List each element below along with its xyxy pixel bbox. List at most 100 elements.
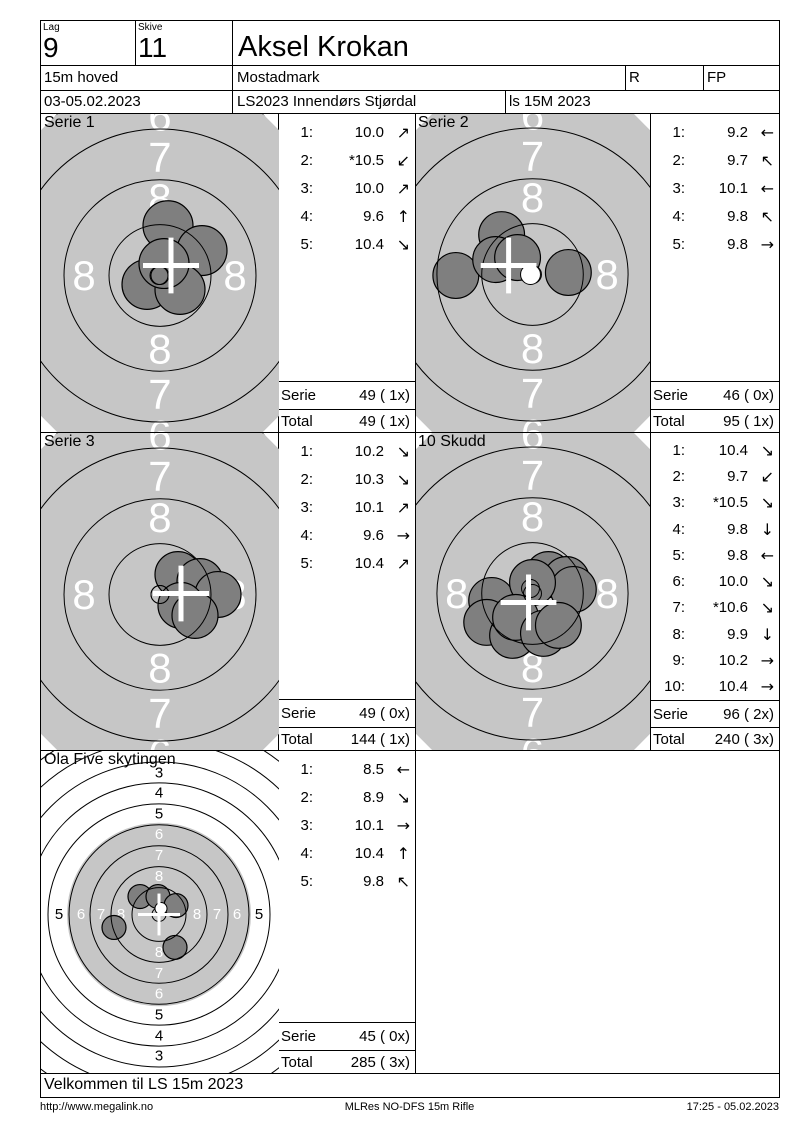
- grid-line: [779, 20, 780, 1097]
- shot-row: 5: 9.8 ←: [651, 542, 779, 568]
- sum-label: Total: [653, 412, 685, 430]
- shot-number: 3:: [300, 816, 313, 834]
- shot-row: 5: 10.4 ↘: [279, 230, 415, 258]
- shot-value: 10.2: [354, 442, 384, 460]
- skive-value: 11: [138, 33, 168, 63]
- shot-value: 10.2: [718, 652, 748, 670]
- grid-line: [232, 20, 233, 113]
- panel-title-serie2: Serie 2: [418, 114, 469, 131]
- shot-value: *10.5: [712, 494, 748, 512]
- shot-row: 2: 9.7 ↙: [651, 463, 779, 489]
- total-row: Total 49 ( 1x): [279, 409, 415, 432]
- shooter-name: Aksel Krokan: [238, 31, 409, 63]
- shot-value: 10.4: [718, 678, 748, 696]
- class-fp: FP: [707, 69, 727, 86]
- shot-value: 9.8: [727, 207, 748, 225]
- shot-number: 2:: [300, 788, 313, 806]
- ring-circle: [108, 543, 212, 646]
- shot-value: 9.6: [363, 526, 384, 544]
- shot-hole: [544, 248, 592, 297]
- shot-row: 5: 10.4 ↗: [279, 549, 415, 577]
- shot-row: 2: *10.5 ↙: [279, 146, 415, 174]
- footer-program: MLRes NO-DFS 15m Rifle: [344, 1101, 475, 1113]
- ring-number: 5: [155, 805, 163, 822]
- shot-direction-arrow: ↙: [760, 466, 774, 486]
- shot-number: 3:: [300, 179, 313, 197]
- sum-label: Total: [653, 730, 685, 748]
- sum-value: 285 ( 3x): [350, 1053, 410, 1071]
- shot-number: 3:: [672, 179, 685, 197]
- shot-value: 10.4: [718, 441, 748, 459]
- list-spacer: [279, 577, 415, 699]
- shot-direction-arrow: →: [396, 525, 410, 545]
- shot-value: 10.0: [354, 179, 384, 197]
- ring-number: 7: [148, 452, 171, 499]
- sum-label: Total: [281, 1053, 313, 1071]
- shot-value: 10.1: [718, 179, 748, 197]
- ring-number: 6: [148, 731, 171, 750]
- shot-number: 5:: [300, 872, 313, 890]
- shot-direction-arrow: ↘: [396, 441, 410, 461]
- shot-direction-arrow: ↗: [396, 553, 410, 573]
- shot-value: 9.7: [727, 151, 748, 169]
- grid-line: [40, 20, 41, 1097]
- class-r: R: [629, 69, 640, 86]
- shot-row: 6: 10.0 ↘: [651, 568, 779, 594]
- ring-number: 8: [193, 906, 201, 923]
- shot-direction-arrow: ↘: [396, 234, 410, 254]
- shot-row: 2: 9.7 ↖: [651, 146, 779, 174]
- shot-value: 8.9: [363, 788, 384, 806]
- shot-direction-arrow: ←: [760, 545, 774, 565]
- shot-number: 2:: [300, 470, 313, 488]
- sum-value: 45 ( 0x): [359, 1028, 410, 1045]
- sum-label: Serie: [653, 387, 689, 404]
- skive-label: Skive: [138, 22, 163, 33]
- sum-value: 46 ( 0x): [723, 387, 774, 404]
- shot-row: 3: 10.1 ↗: [279, 493, 415, 521]
- shot-value: 10.3: [354, 470, 384, 488]
- serie-row: Serie 49 ( 0x): [279, 699, 415, 727]
- shot-row: 5: 9.8 ↖: [279, 867, 415, 895]
- shot-row: 8: 9.9 ↓: [651, 621, 779, 647]
- shot-direction-arrow: ↗: [396, 122, 410, 142]
- shot-direction-arrow: ↓: [760, 624, 774, 644]
- ring-circle: [68, 824, 250, 1005]
- ring-circle: [41, 447, 279, 742]
- arena-name: Mostadmark: [237, 69, 320, 86]
- ring-circle: [416, 127, 650, 422]
- shot-direction-arrow: ↑: [396, 206, 410, 226]
- shot-list-olafive: 1: 8.5 ← 2: 8.9 ↘ 3: 10.1 → 4: 10.4 ↑ 5: 9.8 ↖ Serie 45 …: [279, 751, 415, 1073]
- shot-rows: 1: 10.0 ↗ 2: *10.5 ↙ 3: 10.0 ↗ 4: 9.6 ↑ 5: 10.4 ↘: [279, 114, 415, 258]
- ring-number: 8: [148, 326, 171, 373]
- panel-title-serie3: Serie 3: [44, 433, 95, 450]
- shot-rows: 1: 8.5 ← 2: 8.9 ↘ 3: 10.1 → 4: 10.4 ↑ 5: 9.8 ↖: [279, 751, 415, 895]
- ring-number: 8: [521, 325, 544, 372]
- sum-label: Serie: [653, 705, 689, 723]
- ring-circle: [481, 223, 584, 326]
- grid-line: [40, 1073, 780, 1074]
- ring-number: 7: [148, 690, 171, 737]
- grid-line: [135, 20, 136, 65]
- total-row: Total 240 ( 3x): [651, 727, 779, 750]
- sum-value: 144 ( 1x): [350, 730, 410, 748]
- ring-number: 7: [148, 371, 171, 418]
- shot-number: 10:: [664, 678, 685, 696]
- ring-number: 8: [117, 906, 125, 923]
- shot-number: 7:: [672, 599, 685, 617]
- grid-line: [650, 113, 651, 750]
- shot-number: 2:: [300, 151, 313, 169]
- shot-direction-arrow: ↖: [396, 871, 410, 891]
- sum-label: Serie: [281, 705, 317, 722]
- serie-row: Serie 49 ( 1x): [279, 381, 415, 409]
- shot-number: 1:: [300, 123, 313, 141]
- shot-row: 4: 9.6 ↑: [279, 202, 415, 230]
- ring-circle: [63, 498, 257, 691]
- ring-number: 3: [155, 1048, 163, 1065]
- ring-circle: [41, 761, 279, 1068]
